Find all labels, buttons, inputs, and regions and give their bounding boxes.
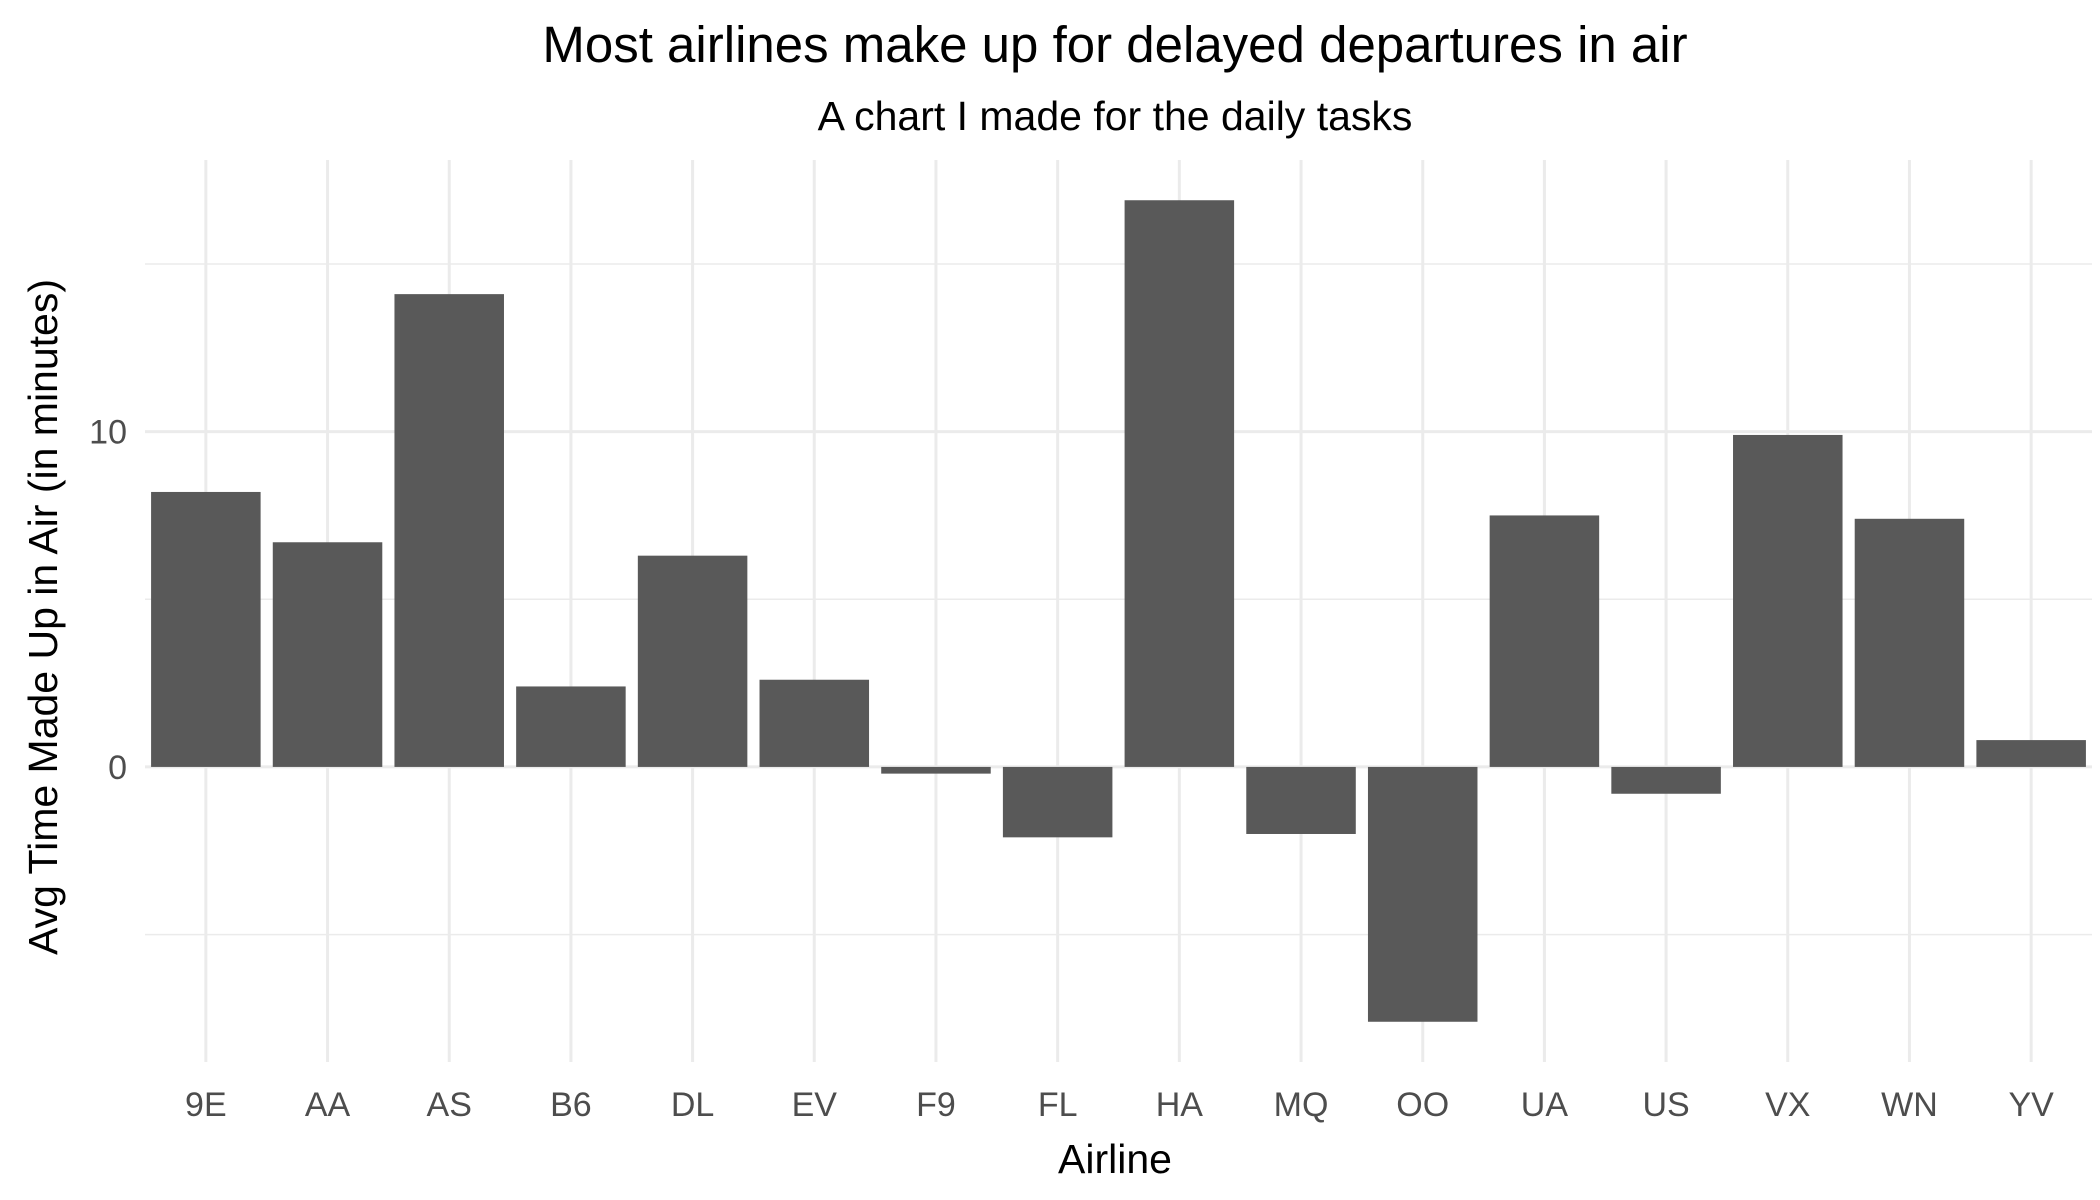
chart-subtitle: A chart I made for the daily tasks: [818, 93, 1413, 139]
y-axis-ticks: 0 10: [89, 414, 127, 787]
bar-mq: [1246, 766, 1356, 834]
bar-us: [1611, 766, 1721, 794]
bar-f9: [881, 766, 991, 774]
x-axis-title: Airline: [1058, 1136, 1172, 1182]
bar-wn: [1854, 518, 1965, 767]
bar-ev: [759, 679, 870, 767]
x-tick-label: US: [1642, 1086, 1689, 1124]
x-tick-label: B6: [550, 1086, 592, 1124]
x-tick-label: WN: [1881, 1086, 1938, 1124]
x-tick-label: DL: [671, 1086, 714, 1124]
x-tick-label: 9E: [185, 1086, 227, 1124]
x-tick-label: VX: [1765, 1086, 1810, 1124]
y-axis-title: Avg Time Made Up in Air (in minutes): [20, 279, 66, 955]
x-tick-label: F9: [916, 1086, 956, 1124]
bar-ua: [1489, 515, 1600, 767]
x-tick-label: AA: [305, 1086, 351, 1124]
x-tick-label: OO: [1396, 1086, 1449, 1124]
x-tick-label: UA: [1521, 1086, 1569, 1124]
x-tick-label: MQ: [1274, 1086, 1329, 1124]
x-tick-label: YV: [2008, 1086, 2054, 1124]
bar-9e: [151, 491, 261, 767]
y-tick-label: 0: [108, 749, 127, 787]
x-tick-label: EV: [792, 1086, 838, 1124]
bar-ha: [1124, 200, 1235, 767]
bar-oo: [1367, 766, 1478, 1022]
chart-title: Most airlines make up for delayed depart…: [542, 16, 1687, 73]
bar-b6: [516, 686, 626, 767]
bar-dl: [637, 555, 748, 767]
bar-vx: [1733, 434, 1843, 767]
bar-yv: [1976, 740, 2086, 767]
x-tick-label: HA: [1156, 1086, 1204, 1124]
bar-as: [394, 294, 504, 767]
x-tick-label: AS: [427, 1086, 472, 1124]
bar-fl: [1002, 766, 1113, 838]
x-tick-label: FL: [1038, 1086, 1078, 1124]
bars: [151, 200, 2086, 1022]
bar-aa: [272, 542, 383, 767]
y-tick-label: 10: [89, 414, 127, 452]
x-axis-ticks: 9E AA AS B6 DL EV F9 FL HA MQ OO UA US VX WN YV: [185, 1086, 2054, 1124]
